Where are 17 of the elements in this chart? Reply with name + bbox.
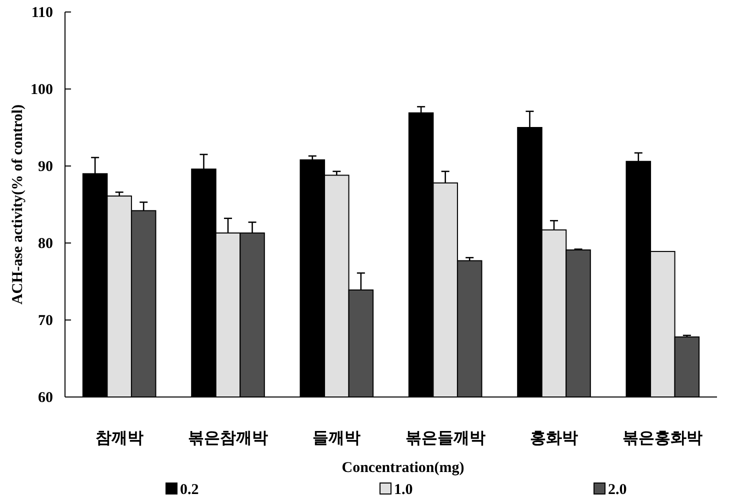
x-tick-label: 홍화박 bbox=[530, 430, 578, 447]
y-tick-label: 60 bbox=[38, 390, 53, 406]
y-axis-title: ACH-ase activity(% of control) bbox=[10, 104, 26, 305]
y-tick-label: 110 bbox=[31, 5, 53, 21]
legend-label: 1.0 bbox=[394, 482, 413, 498]
y-tick-label: 100 bbox=[30, 82, 53, 98]
x-axis-title: Concentration(mg) bbox=[342, 460, 464, 476]
y-tick-label: 70 bbox=[38, 313, 53, 329]
y-tick-label: 80 bbox=[38, 236, 53, 252]
y-tick-label: 90 bbox=[38, 159, 53, 175]
x-tick-label: 볶은들깨박 bbox=[405, 430, 486, 447]
x-tick-label: 볶은홍화박 bbox=[622, 430, 703, 447]
x-tick-label: 참깨박 bbox=[95, 430, 144, 447]
legend-label: 2.0 bbox=[608, 482, 627, 498]
x-tick-label: 들깨박 bbox=[312, 430, 361, 447]
x-tick-label: 볶은참깨박 bbox=[188, 430, 268, 447]
legend-label: 0.2 bbox=[180, 482, 199, 498]
